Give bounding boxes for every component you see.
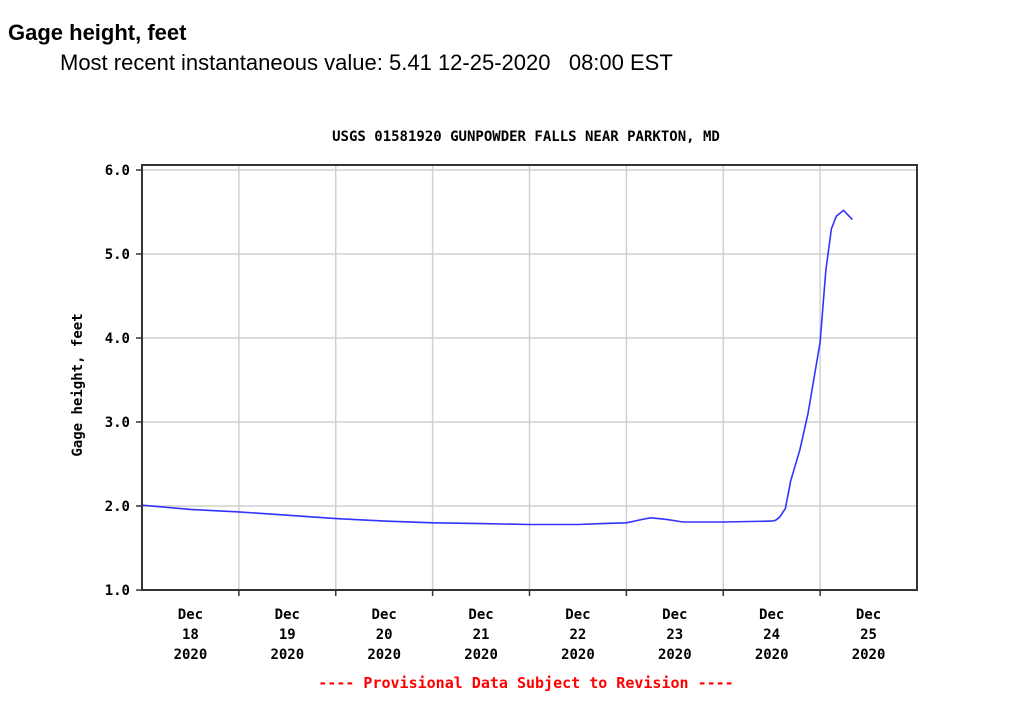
x-tick-label: 18: [182, 627, 199, 643]
x-tick-label: 2020: [658, 647, 692, 663]
x-tick-label: 19: [279, 627, 296, 643]
x-tick-label: Dec: [178, 607, 203, 623]
y-axis-label: Gage height, feet: [70, 313, 86, 456]
x-tick-label: 2020: [367, 647, 401, 663]
x-tick-label: 24: [763, 627, 780, 643]
plot-frame: [141, 164, 918, 591]
y-tick-label: 2.0: [105, 499, 130, 515]
x-tick-label: Dec: [565, 607, 590, 623]
x-tick-label: 2020: [174, 647, 208, 663]
x-tick-label: 2020: [464, 647, 498, 663]
x-tick-label: 25: [860, 627, 877, 643]
chart-title: USGS 01581920 GUNPOWDER FALLS NEAR PARKT…: [332, 129, 720, 145]
x-tick-label: 21: [473, 627, 490, 643]
series-line-gage-height: [141, 209, 853, 526]
recent-label: Most recent instantaneous value:: [60, 50, 383, 75]
y-tick-label: 1.0: [105, 583, 130, 599]
recent-date: 12-25-2020: [437, 50, 551, 75]
provisional-footnote: ---- Provisional Data Subject to Revisio…: [318, 674, 733, 692]
x-tick-label: Dec: [856, 607, 881, 623]
x-tick-label: Dec: [372, 607, 397, 623]
x-tick-label: 2020: [755, 647, 789, 663]
x-tick-label: Dec: [759, 607, 784, 623]
x-tick-label: 2020: [270, 647, 304, 663]
x-tick-label: 22: [570, 627, 587, 643]
x-tick-label: 2020: [852, 647, 886, 663]
recent-time: 08:00 EST: [568, 50, 673, 75]
x-tick-label: Dec: [662, 607, 687, 623]
y-tick-label: 4.0: [105, 331, 130, 347]
y-tick-label: 6.0: [105, 163, 130, 179]
y-tick-label: 3.0: [105, 415, 130, 431]
x-tick-label: 20: [376, 627, 393, 643]
most-recent-value: Most recent instantaneous value: 5.41 12…: [60, 50, 673, 76]
recent-value: 5.41: [388, 50, 432, 75]
page-title: Gage height, feet: [8, 20, 187, 45]
x-tick-label: 23: [666, 627, 683, 643]
y-tick-label: 5.0: [105, 247, 130, 263]
x-tick-label: 2020: [561, 647, 595, 663]
x-tick-label: Dec: [275, 607, 300, 623]
x-tick-label: Dec: [468, 607, 493, 623]
